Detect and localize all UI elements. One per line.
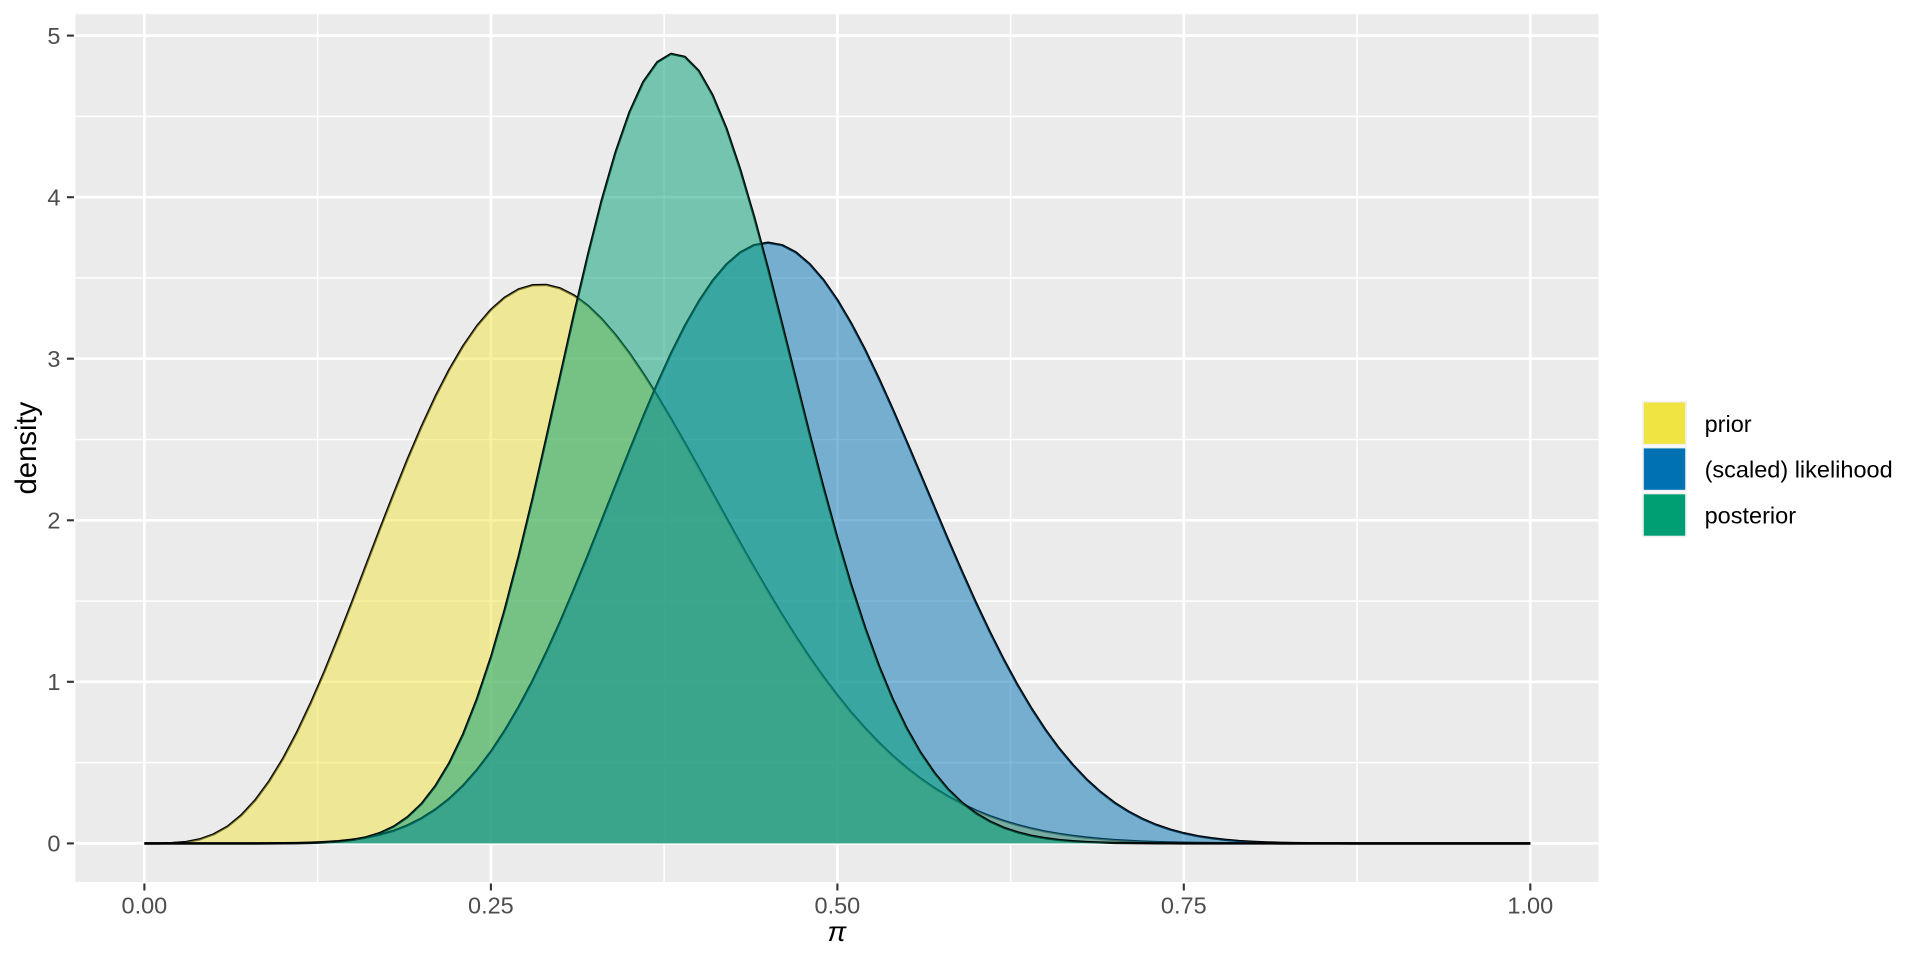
svg-text:posterior: posterior <box>1705 503 1797 529</box>
svg-text:0: 0 <box>47 831 60 857</box>
svg-text:0.00: 0.00 <box>122 893 168 919</box>
svg-text:5: 5 <box>47 23 60 49</box>
svg-text:1: 1 <box>47 669 60 695</box>
svg-text:0.25: 0.25 <box>468 893 514 919</box>
svg-text:(scaled) likelihood: (scaled) likelihood <box>1705 457 1893 483</box>
svg-text:0.75: 0.75 <box>1161 893 1207 919</box>
svg-text:0.50: 0.50 <box>815 893 861 919</box>
svg-text:prior: prior <box>1705 411 1752 437</box>
svg-text:density: density <box>10 401 43 494</box>
svg-text:1.00: 1.00 <box>1507 893 1553 919</box>
svg-text:3: 3 <box>47 346 60 372</box>
svg-text:π: π <box>828 916 848 947</box>
svg-text:4: 4 <box>47 185 60 211</box>
svg-text:2: 2 <box>47 508 60 534</box>
